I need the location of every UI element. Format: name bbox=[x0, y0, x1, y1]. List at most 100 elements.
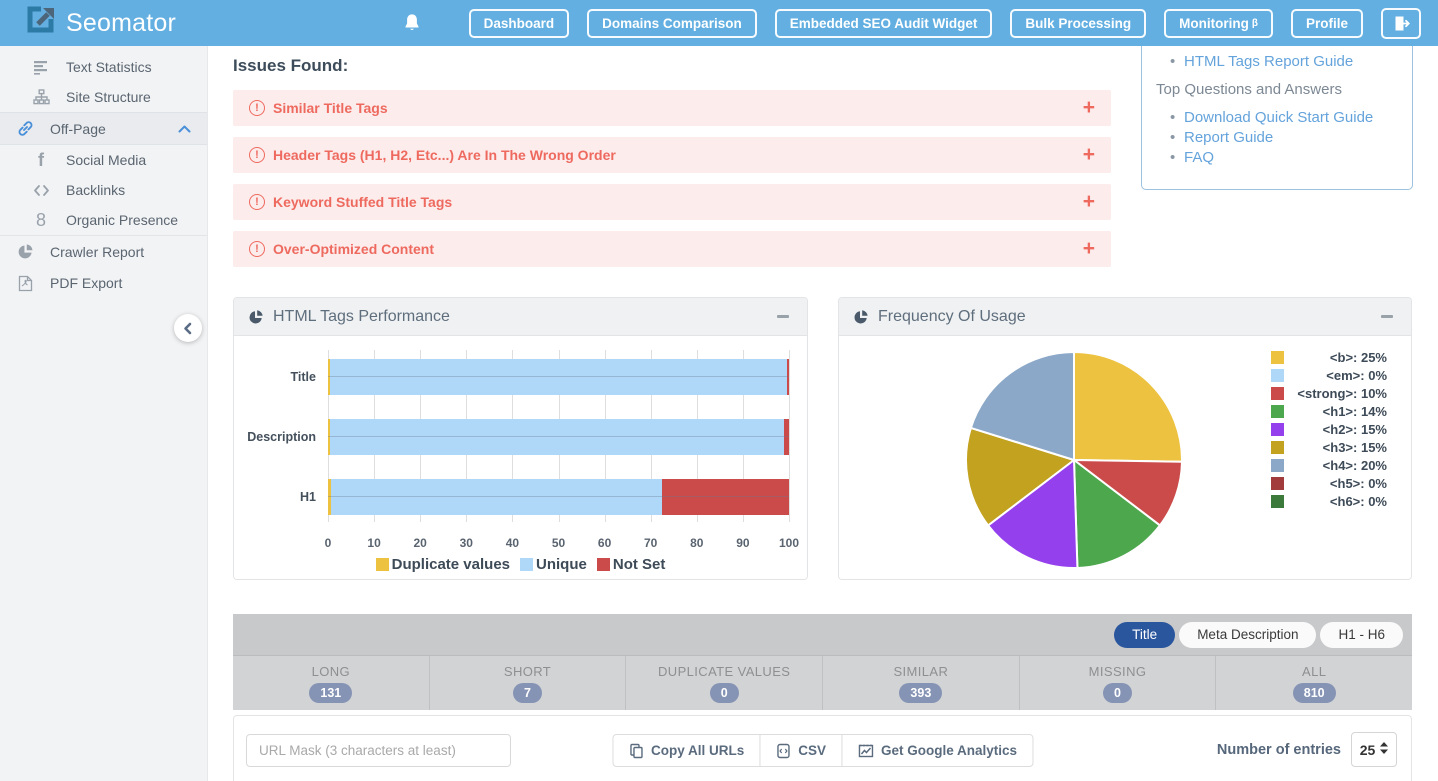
x-tick-label: 30 bbox=[459, 536, 473, 550]
expand-plus-icon[interactable]: + bbox=[1082, 96, 1095, 119]
help-list-item: Download Quick Start Guide bbox=[1170, 108, 1398, 128]
sidebar-item-text-statistics[interactable]: Text Statistics bbox=[0, 52, 207, 82]
copy-all-urls-button[interactable]: Copy All URLs bbox=[611, 734, 761, 767]
x-tick-label: 80 bbox=[690, 536, 704, 550]
nav-embedded-seo-audit-widget-button[interactable]: Embedded SEO Audit Widget bbox=[774, 8, 993, 38]
url-mask-input[interactable] bbox=[246, 734, 511, 767]
pie-slice-b bbox=[1073, 351, 1183, 463]
legend-swatch bbox=[1271, 422, 1284, 436]
sidebar-collapse-button[interactable] bbox=[174, 314, 202, 342]
bar-segment-duplicate-values bbox=[328, 479, 332, 515]
entries-control: Number of entries 25 bbox=[1217, 732, 1397, 767]
legend-swatch bbox=[1271, 368, 1284, 382]
legend-swatch bbox=[520, 558, 534, 571]
help-panel-links: Download Quick Start Guide Report Guide FA… bbox=[1170, 108, 1398, 168]
help-link-faq[interactable]: FAQ bbox=[1184, 149, 1215, 166]
help-link-html-tags-report-guide[interactable]: HTML Tags Report Guide bbox=[1184, 53, 1354, 70]
bar-category-label: Title bbox=[290, 370, 316, 384]
spinner-arrows-icon bbox=[1380, 741, 1389, 759]
expand-plus-icon[interactable]: + bbox=[1082, 190, 1095, 213]
tags-stats-row: LONG 131 SHORT 7 DUPLICATE VALUES 0 SIMILAR 393… bbox=[233, 655, 1412, 710]
google-icon: 8 bbox=[35, 210, 46, 230]
nav-domains-comparison-button[interactable]: Domains Comparison bbox=[587, 8, 757, 38]
legend-swatch bbox=[1271, 350, 1284, 364]
warning-icon: ! bbox=[249, 194, 265, 210]
legend-label: <h6>: 0% bbox=[1329, 493, 1387, 509]
x-tick-label: 100 bbox=[778, 536, 800, 550]
sidebar-item-social-media[interactable]: f Social Media bbox=[0, 145, 207, 175]
stat-value-badge: 810 bbox=[1292, 682, 1336, 703]
warning-icon: ! bbox=[249, 241, 265, 257]
get-google-analytics-button[interactable]: Get Google Analytics bbox=[841, 734, 1034, 767]
help-link-download-quick-start-guide[interactable]: Download Quick Start Guide bbox=[1184, 109, 1374, 126]
legend-label: <h2>: 15% bbox=[1322, 421, 1387, 437]
pie-icon bbox=[14, 243, 36, 260]
sidebar-item-off-page[interactable]: Off-Page bbox=[0, 112, 207, 145]
pie-legend-item-h6: <h6>: 0% bbox=[1271, 492, 1387, 510]
site-structure-icon bbox=[30, 89, 52, 105]
legend-label: <strong>: 10% bbox=[1297, 385, 1387, 401]
issue-label: Over-Optimized Content bbox=[273, 241, 435, 257]
expand-plus-icon[interactable]: + bbox=[1082, 143, 1095, 166]
legend-swatch bbox=[1271, 476, 1284, 490]
csv-button[interactable]: CSV bbox=[759, 734, 842, 767]
sidebar-item-organic-presence[interactable]: 8 Organic Presence bbox=[0, 205, 207, 235]
issue-row-similar-title-tags[interactable]: ! Similar Title Tags + bbox=[233, 90, 1111, 126]
nav-monitoring-button[interactable]: Monitoring β bbox=[1164, 8, 1273, 38]
nav-label: Domains Comparison bbox=[602, 15, 742, 31]
sidebar-item-crawler-report[interactable]: Crawler Report bbox=[0, 235, 207, 267]
sidebar-item-label: Social Media bbox=[66, 152, 147, 168]
issue-row-over-optimized-content[interactable]: ! Over-Optimized Content + bbox=[233, 231, 1111, 267]
help-list-item: Report Guide bbox=[1170, 128, 1398, 148]
sidebar-item-label: Backlinks bbox=[66, 182, 126, 198]
sidebar-list: Text Statistics Site Structure Off-Page f So… bbox=[0, 46, 207, 299]
tab-h1-h6[interactable]: H1 - H6 bbox=[1320, 621, 1403, 648]
nav-dashboard-button[interactable]: Dashboard bbox=[468, 8, 570, 38]
notifications-bell-icon[interactable] bbox=[403, 13, 421, 33]
panel-header: HTML Tags Performance bbox=[234, 298, 807, 336]
sidebar-item-backlinks[interactable]: Backlinks bbox=[0, 175, 207, 205]
bar-chart-plot: 0 10 20 30 40 50 60 70 80 90 100 Title Description H1 bbox=[247, 336, 799, 550]
frequency-of-usage-panel: Frequency Of Usage <b>: 25% <em>: 0% <stro… bbox=[838, 297, 1412, 580]
nav-profile-button[interactable]: Profile bbox=[1290, 8, 1363, 38]
pie-legend-item-h1: <h1>: 14% bbox=[1271, 402, 1387, 420]
logout-button[interactable] bbox=[1381, 7, 1421, 39]
collapse-panel-button[interactable] bbox=[1377, 311, 1397, 322]
table-toolbar: Copy All URLs CSV Get Google Analytics Num… bbox=[233, 715, 1412, 781]
issue-row-keyword-stuffed-title-tags[interactable]: ! Keyword Stuffed Title Tags + bbox=[233, 184, 1111, 220]
help-link-report-guide[interactable]: Report Guide bbox=[1184, 129, 1274, 146]
x-tick-label: 20 bbox=[413, 536, 427, 550]
pdf-icon bbox=[14, 275, 36, 292]
legend-swatch bbox=[375, 558, 389, 571]
legend-item-unique: Unique bbox=[520, 556, 587, 573]
help-panel-section-title: Top Questions and Answers bbox=[1156, 81, 1342, 98]
sidebar: Text Statistics Site Structure Off-Page f So… bbox=[0, 46, 208, 781]
nav-bulk-processing-button[interactable]: Bulk Processing bbox=[1010, 8, 1147, 38]
expand-plus-icon[interactable]: + bbox=[1082, 237, 1095, 260]
sidebar-item-pdf-export[interactable]: PDF Export bbox=[0, 267, 207, 299]
sidebar-item-label: Text Statistics bbox=[66, 59, 152, 75]
sidebar-item-site-structure[interactable]: Site Structure bbox=[0, 82, 207, 112]
pie-legend-item-h3: <h3>: 15% bbox=[1271, 438, 1387, 456]
issue-row-header-tags-h1-h2-etc-are-in-the-wrong-order[interactable]: ! Header Tags (H1, H2, Etc...) Are In The… bbox=[233, 137, 1111, 173]
sidebar-item-label: Organic Presence bbox=[66, 212, 179, 228]
issues-heading: Issues Found: bbox=[233, 56, 349, 75]
bar-category-label: Description bbox=[247, 430, 316, 444]
tab-title[interactable]: Title bbox=[1114, 621, 1176, 648]
panel-title: Frequency Of Usage bbox=[878, 307, 1026, 325]
tags-report-section: Title Meta Description H1 - H6 LONG 131 SHOR… bbox=[233, 614, 1412, 710]
collapse-panel-button[interactable] bbox=[773, 311, 793, 322]
legend-swatch bbox=[1271, 458, 1284, 472]
legend-swatch bbox=[1271, 494, 1284, 508]
help-panel-top-list: HTML Tags Report Guide bbox=[1170, 52, 1398, 72]
stat-all: ALL 810 bbox=[1215, 656, 1412, 710]
pie-chart-body: <b>: 25% <em>: 0% <strong>: 10% <h1>: 14% <h… bbox=[839, 336, 1411, 579]
x-tick-label: 50 bbox=[551, 536, 566, 550]
nav-label: Monitoring bbox=[1179, 15, 1249, 31]
entries-select[interactable]: 25 bbox=[1351, 732, 1397, 767]
html-tags-performance-panel: HTML Tags Performance 0 10 20 30 40 50 60 70 80 9… bbox=[233, 297, 808, 580]
pie-chart-icon bbox=[248, 309, 264, 325]
brand[interactable]: Seomator bbox=[26, 6, 176, 41]
chevron-up-icon bbox=[178, 124, 191, 133]
tab-meta-description[interactable]: Meta Description bbox=[1179, 621, 1317, 648]
